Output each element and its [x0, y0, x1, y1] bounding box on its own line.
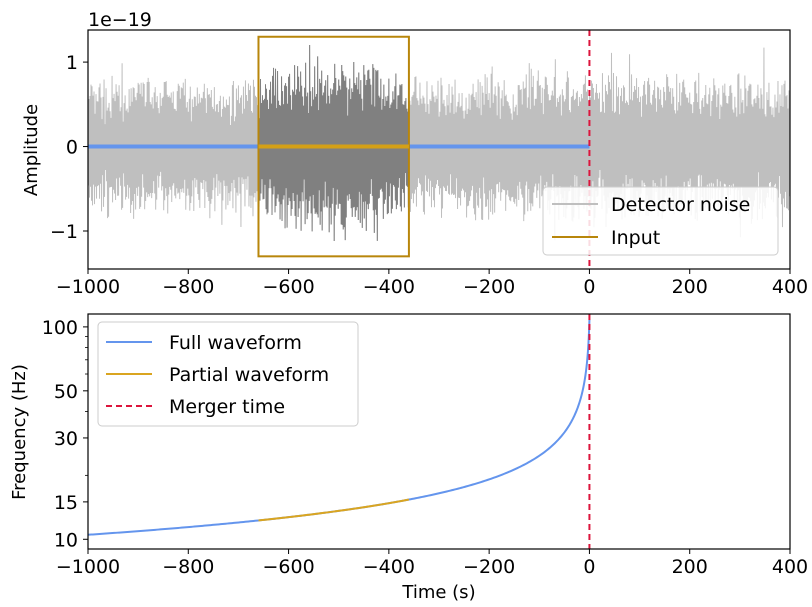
top-axes-frame — [87, 29, 791, 270]
top-ytick-label: 1 — [66, 52, 78, 74]
bottom-xtick-label: −400 — [363, 556, 415, 578]
bottom-ytick-label: 15 — [54, 492, 78, 514]
detector-noise-trace — [88, 45, 790, 242]
top-ytick-label: 0 — [66, 137, 78, 159]
bottom-ytick-label: 50 — [54, 381, 78, 403]
bottom-xtick-label: −800 — [162, 556, 214, 578]
legend-label-input: Input — [611, 227, 660, 249]
top-xtick-label: −200 — [463, 276, 515, 298]
legend-label-detector-noise: Detector noise — [611, 194, 750, 216]
top-xtick-label: −400 — [363, 276, 415, 298]
top-xtick-label: −600 — [262, 276, 314, 298]
top-xtick-label: 0 — [583, 276, 595, 298]
legend-label-partial-waveform: Partial waveform — [169, 364, 329, 386]
legend-label-merger-time: Merger time — [169, 396, 285, 418]
bottom-xtick-label: −1000 — [56, 556, 120, 578]
partial-waveform-line — [258, 498, 410, 522]
bottom-xtick-label: −200 — [463, 556, 515, 578]
bottom-ytick-label: 100 — [42, 317, 78, 339]
top-xtick-label: −800 — [162, 276, 214, 298]
bottom-ylabel: Frequency (Hz) — [9, 364, 30, 500]
top-ylabel: Amplitude — [21, 104, 42, 196]
bottom-ytick-label: 10 — [54, 529, 78, 551]
top-xtick-label: 200 — [672, 276, 708, 298]
bottom-legend: Full waveform Partial waveform Merger ti… — [97, 321, 359, 427]
bottom-xtick-label: −600 — [262, 556, 314, 578]
top-xtick-label: 400 — [772, 276, 808, 298]
bottom-axes-frame — [87, 313, 791, 550]
top-offset-label: 1e−19 — [88, 9, 152, 31]
bottom-xtick-label: 200 — [672, 556, 708, 578]
top-xtick-label: −1000 — [56, 276, 120, 298]
bottom-panel: −1000 −800 −600 −400 −200 0 200 40010153050100 … — [9, 313, 808, 603]
top-legend: Detector noise Input — [542, 186, 779, 256]
input-noise-trace — [257, 45, 410, 242]
top-panel: −1000 −800 −600 −400 −200 0 200 400 −1 0 1 1e−19 A… — [21, 9, 808, 298]
legend-label-full-waveform: Full waveform — [169, 332, 302, 354]
bottom-ytick-label: 30 — [54, 428, 78, 450]
bottom-xlabel: Time (s) — [401, 582, 475, 603]
bottom-xtick-label: 400 — [772, 556, 808, 578]
bottom-xtick-label: 0 — [583, 556, 595, 578]
top-ytick-label: −1 — [50, 221, 78, 243]
